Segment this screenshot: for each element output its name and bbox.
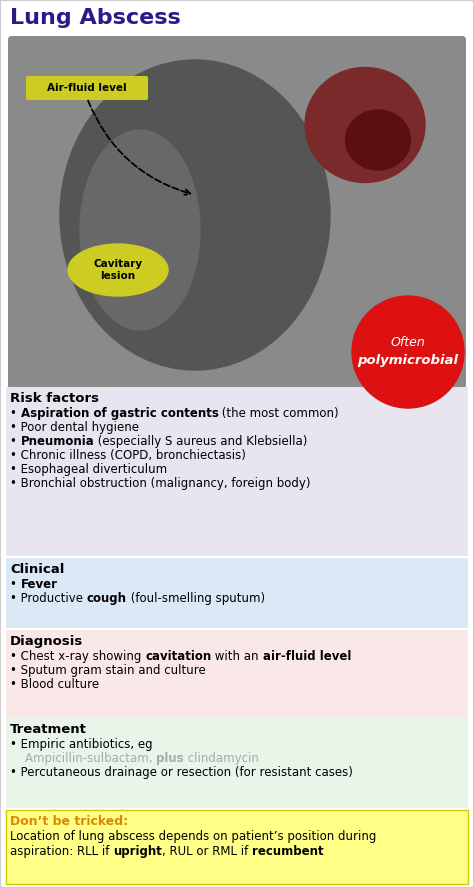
Text: Location of lung abscess depends on patient’s position during: Location of lung abscess depends on pati… [10,830,376,843]
FancyBboxPatch shape [6,718,468,808]
Text: • Chest x-ray showing: • Chest x-ray showing [10,650,145,663]
FancyBboxPatch shape [6,630,468,718]
Text: •: • [10,578,21,591]
Text: with an: with an [211,650,263,663]
Text: • Productive: • Productive [10,592,87,605]
Text: • Esophageal diverticulum: • Esophageal diverticulum [10,463,167,476]
Text: Don’t be tricked:: Don’t be tricked: [10,815,128,828]
Text: polymicrobial: polymicrobial [357,353,458,367]
FancyBboxPatch shape [26,76,148,100]
Ellipse shape [60,60,330,370]
Text: Ampicillin-sulbactam,: Ampicillin-sulbactam, [10,752,156,765]
Text: Treatment: Treatment [10,723,87,736]
Ellipse shape [68,244,168,296]
Text: Air-fluid level: Air-fluid level [47,83,127,93]
Text: , RUL or RML if: , RUL or RML if [162,845,252,858]
Text: Lung Abscess: Lung Abscess [10,8,181,28]
Text: • Bronchial obstruction (malignancy, foreign body): • Bronchial obstruction (malignancy, for… [10,477,310,490]
Text: aspiration: RLL if: aspiration: RLL if [10,845,113,858]
Text: (the most common): (the most common) [219,407,339,420]
Text: • Percutaneous drainage or resection (for resistant cases): • Percutaneous drainage or resection (fo… [10,766,353,779]
Text: • Chronic illness (COPD, bronchiectasis): • Chronic illness (COPD, bronchiectasis) [10,449,246,462]
Text: •: • [10,407,21,420]
Text: Aspiration of gastric contents: Aspiration of gastric contents [21,407,219,420]
FancyBboxPatch shape [6,558,468,628]
Text: • Sputum gram stain and culture: • Sputum gram stain and culture [10,664,206,677]
Text: recumbent: recumbent [252,845,324,858]
Text: clindamycin: clindamycin [184,752,259,765]
Text: upright: upright [113,845,162,858]
FancyBboxPatch shape [6,387,468,556]
Text: Often: Often [391,336,425,348]
FancyBboxPatch shape [8,36,466,389]
Text: • Poor dental hygiene: • Poor dental hygiene [10,421,139,434]
FancyBboxPatch shape [6,810,468,884]
Text: plus: plus [156,752,184,765]
Ellipse shape [346,110,410,170]
Text: Cavitary
lesion: Cavitary lesion [93,258,143,281]
Text: air-fluid level: air-fluid level [263,650,351,663]
Circle shape [352,296,464,408]
Ellipse shape [305,67,425,183]
Text: (foul-smelling sputum): (foul-smelling sputum) [127,592,265,605]
Text: Pneumonia: Pneumonia [21,435,94,448]
Text: • Blood culture: • Blood culture [10,678,99,691]
Text: (especially S aureus and Klebsiella): (especially S aureus and Klebsiella) [94,435,308,448]
Text: Clinical: Clinical [10,563,64,576]
Text: Risk factors: Risk factors [10,392,99,405]
Text: Diagnosis: Diagnosis [10,635,83,648]
Ellipse shape [80,130,200,330]
Text: cough: cough [87,592,127,605]
Text: •: • [10,435,21,448]
Text: cavitation: cavitation [145,650,211,663]
Text: • Empiric antibiotics, eg: • Empiric antibiotics, eg [10,738,153,751]
Text: Fever: Fever [21,578,58,591]
